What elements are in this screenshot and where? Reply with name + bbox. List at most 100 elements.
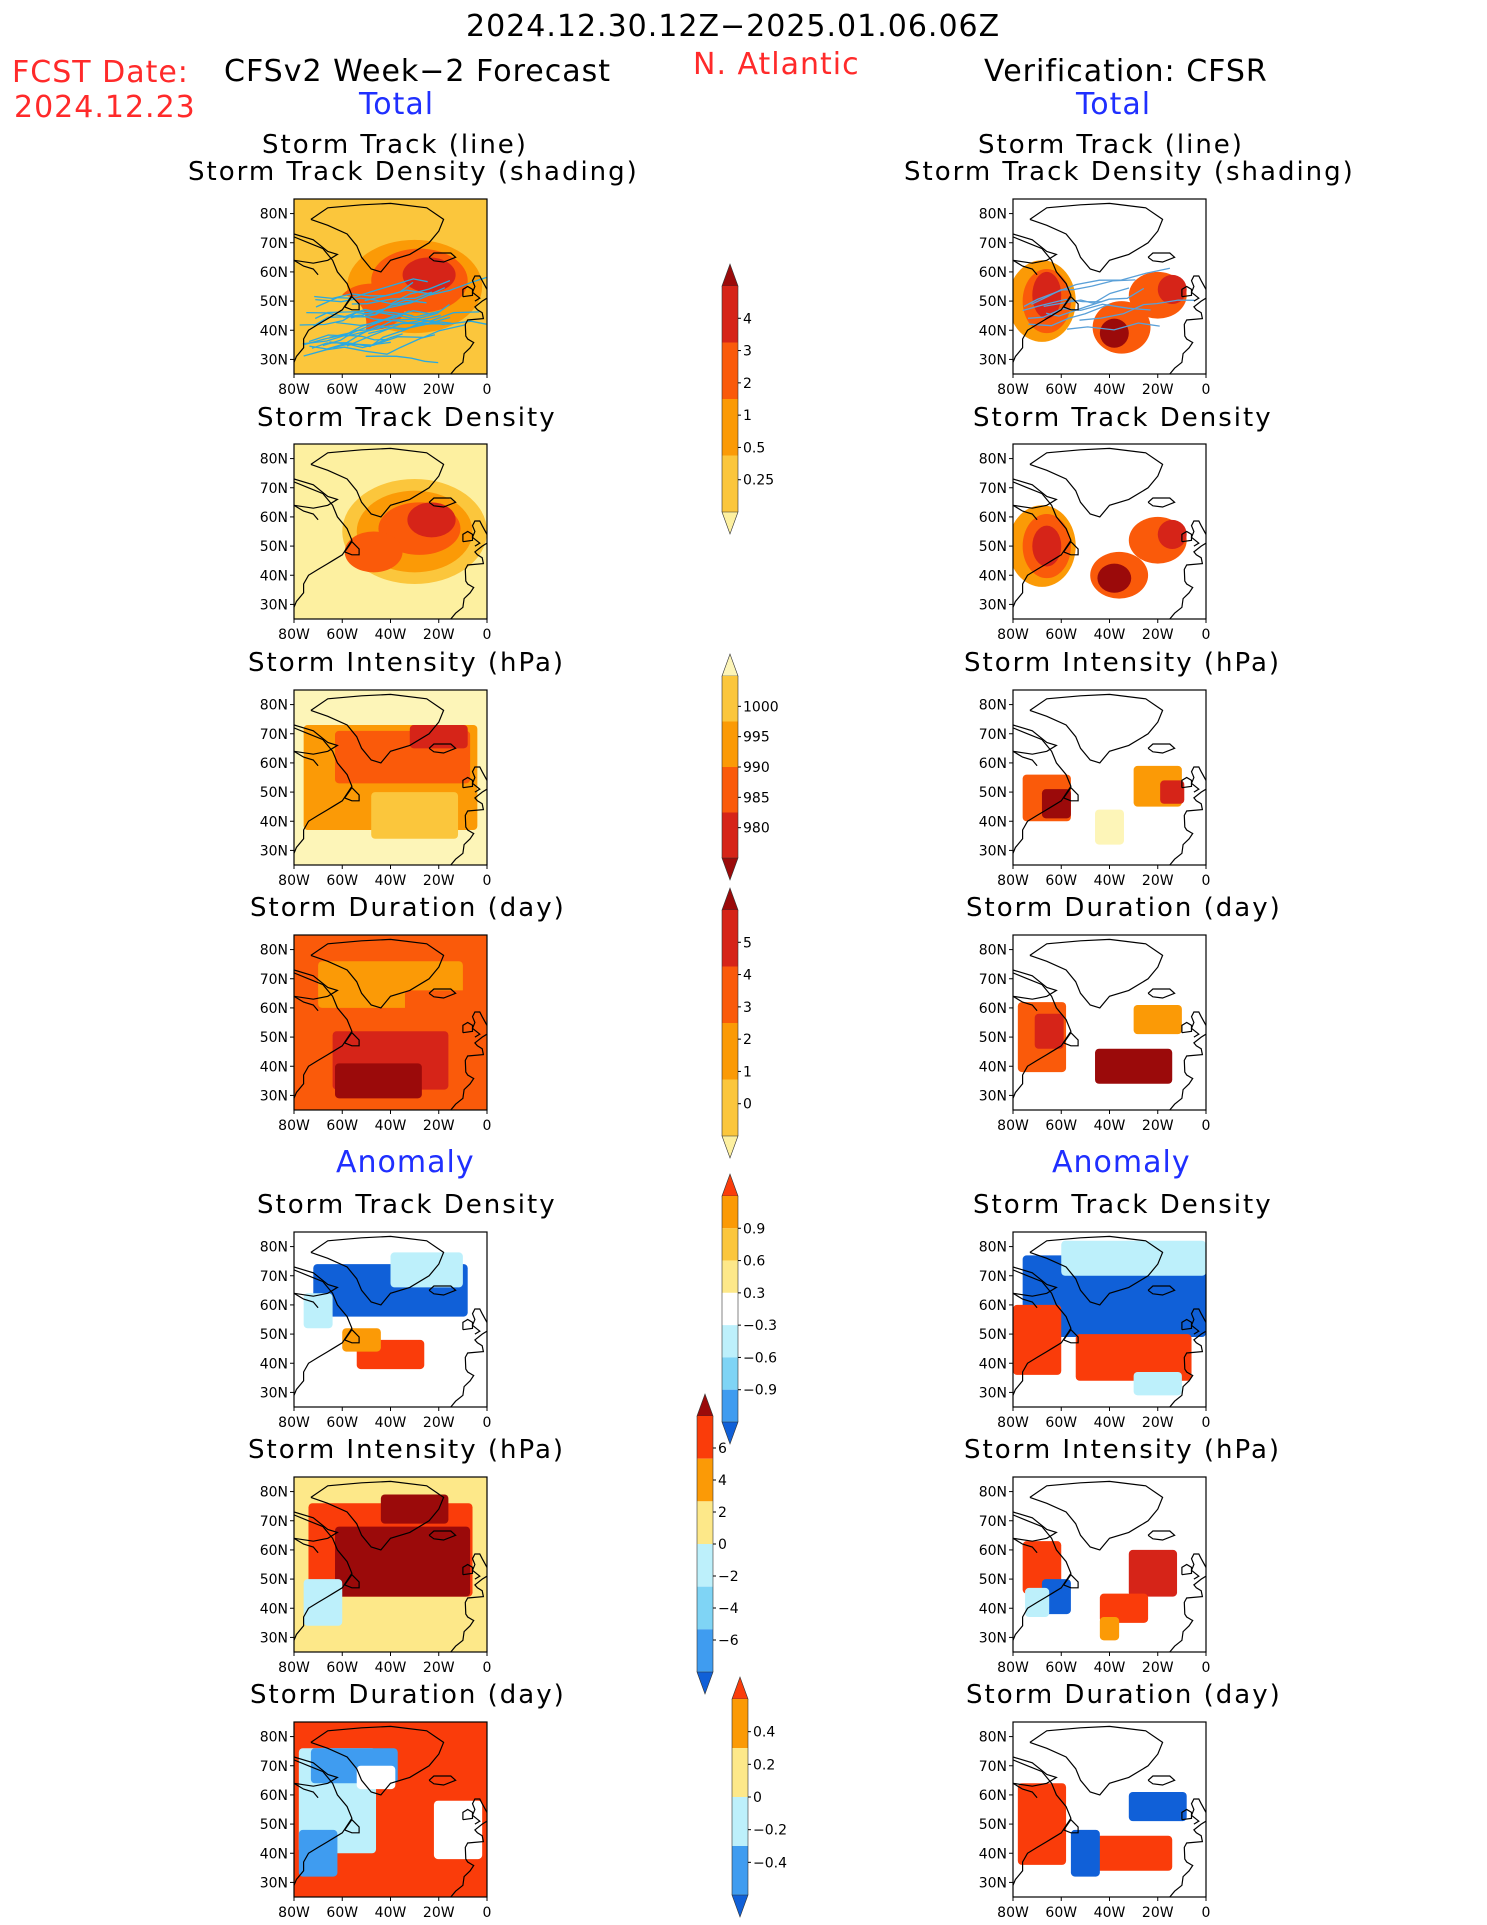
coastlines <box>294 693 487 865</box>
colorbar-label: −0.3 <box>743 1318 777 1334</box>
field-contour-3 <box>407 502 456 538</box>
colorbar-segment <box>722 1023 738 1080</box>
lat-label: 60N <box>979 1543 1007 1559</box>
lat-label: 40N <box>979 1601 1007 1617</box>
lat-label: 80N <box>979 207 1007 223</box>
lat-label: 70N <box>260 727 288 743</box>
lon-label: 0 <box>483 1905 492 1921</box>
lon-label: 80W <box>278 382 310 398</box>
map-panel-right-density: 80N 70N 60N 50N 40N 30N 80W 60W 40W 20W 0 <box>979 443 1211 643</box>
colorbar-label: 4 <box>743 311 752 327</box>
coastlines <box>1013 1725 1206 1897</box>
colorbar-segment <box>722 1357 738 1390</box>
map-panel-left-intensity: 80N 70N 60N 50N 40N 30N 80W 60W 40W 20W 0 <box>260 689 491 889</box>
field-cell-1 <box>1061 1240 1206 1276</box>
field-cell-1 <box>1034 1013 1064 1049</box>
colorbar-label: 0 <box>718 1537 727 1553</box>
period-title: 2024.12.30.12Z−2025.01.06.06Z <box>466 9 1001 44</box>
lat-label: 30N <box>979 352 1007 368</box>
lat-label: 50N <box>260 294 288 310</box>
colorbar-top-arrow <box>731 1676 749 1700</box>
lon-label: 60W <box>1045 1118 1077 1134</box>
lat-label: 60N <box>260 265 288 281</box>
colorbar-segment <box>697 1416 713 1459</box>
colorbar-label: −0.9 <box>743 1383 777 1399</box>
colorbar-label: 990 <box>743 760 770 776</box>
lon-label: 20W <box>423 382 455 398</box>
field-cell-2 <box>1013 1304 1062 1375</box>
lon-label: 20W <box>1142 1905 1174 1921</box>
lat-label: 80N <box>260 1240 288 1256</box>
lat-label: 30N <box>979 843 1007 859</box>
lat-label: 40N <box>979 1356 1007 1372</box>
lat-label: 50N <box>979 1572 1007 1588</box>
lat-label: 50N <box>979 785 1007 801</box>
field-cell-3 <box>371 792 459 839</box>
lat-label: 60N <box>260 1543 288 1559</box>
lat-label: 50N <box>979 1817 1007 1833</box>
lon-label: 0 <box>1202 1118 1211 1134</box>
lat-label: 50N <box>260 1572 288 1588</box>
lon-label: 80W <box>278 1660 310 1676</box>
colorbar-label: 6 <box>718 1441 727 1457</box>
map-panel-left-anom-intensity: 80N 70N 60N 50N 40N 30N 80W 60W 40W 20W 0 <box>260 1476 491 1676</box>
lat-label: 70N <box>260 481 288 497</box>
lat-label: 60N <box>979 756 1007 772</box>
colorbar-segment <box>722 721 738 767</box>
colorbar-label: 0.5 <box>743 440 765 456</box>
lat-label: 70N <box>979 727 1007 743</box>
lat-label: 40N <box>260 323 288 339</box>
lat-label: 70N <box>979 1269 1007 1285</box>
colorbar-top-arrow <box>721 887 739 911</box>
lat-label: 60N <box>979 265 1007 281</box>
lon-label: 60W <box>326 627 358 643</box>
map-panel-right-intensity: 80N 70N 60N 50N 40N 30N 80W 60W 40W 20W 0 <box>979 689 1210 889</box>
colorbar-bottom-arrow <box>721 1421 739 1445</box>
field-cell-3 <box>1075 1334 1192 1381</box>
lon-label: 80W <box>278 1415 310 1431</box>
colorbar-label: 0.6 <box>743 1254 765 1270</box>
title-right-intensity: Storm Intensity (hPa) <box>964 648 1282 678</box>
title-right-anom-intensity: Storm Intensity (hPa) <box>964 1435 1282 1465</box>
colorbar-segment <box>722 966 738 1023</box>
coastlines <box>1013 693 1206 865</box>
field-cell-3 <box>298 1829 338 1877</box>
lon-label: 60W <box>1045 873 1077 889</box>
lon-label: 80W <box>997 1118 1029 1134</box>
lon-label: 0 <box>1202 627 1211 643</box>
colorbar-segment <box>722 1228 738 1261</box>
lat-label: 50N <box>979 539 1007 555</box>
lon-label: 0 <box>483 1415 492 1431</box>
lat-label: 60N <box>260 1788 288 1804</box>
colorbar-segment <box>722 676 738 722</box>
title-right-density: Storm Track Density <box>973 403 1273 433</box>
lon-label: 20W <box>1142 627 1174 643</box>
lon-label: 80W <box>997 1415 1029 1431</box>
lon-label: 40W <box>375 1660 407 1676</box>
lat-label: 80N <box>260 1730 288 1746</box>
colorbar-density: 4 3 2 1 0.5 0.25 <box>721 263 774 535</box>
lon-label: 80W <box>278 1118 310 1134</box>
field-contour-2 <box>402 257 456 293</box>
lon-label: 20W <box>423 1905 455 1921</box>
lat-label: 40N <box>260 1846 288 1862</box>
lat-label: 80N <box>979 1730 1007 1746</box>
lon-label: 40W <box>1094 1415 1126 1431</box>
lon-label: 60W <box>326 1660 358 1676</box>
field-cell-3 <box>1070 1829 1100 1877</box>
title-left-anom-density: Storm Track Density <box>257 1190 557 1220</box>
lat-label: 80N <box>260 1485 288 1501</box>
map-panel-left-density: 80N 70N 60N 50N 40N 30N 80W 60W 40W 20W 0 <box>260 443 491 643</box>
lat-label: 70N <box>979 481 1007 497</box>
lon-label: 40W <box>375 382 407 398</box>
field-cell-2 <box>1095 809 1124 845</box>
lat-label: 50N <box>260 1817 288 1833</box>
lat-label: 50N <box>260 1327 288 1343</box>
colorbar-duration: 5 4 3 2 1 0 <box>721 887 752 1159</box>
lat-label: 80N <box>979 1485 1007 1501</box>
coastlines <box>294 938 487 1110</box>
colorbar-label: 0.9 <box>743 1221 765 1237</box>
colorbar-segment <box>722 910 738 967</box>
lon-label: 40W <box>1094 1660 1126 1676</box>
field-cell-4 <box>1133 1372 1182 1396</box>
